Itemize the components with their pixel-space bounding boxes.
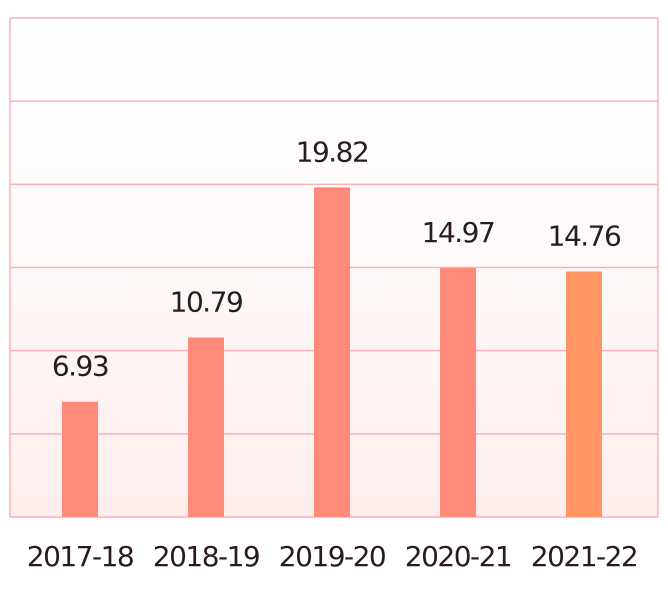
x-tick-label: 2020-21 (405, 540, 512, 573)
bar (188, 337, 224, 517)
bar (440, 267, 476, 517)
x-tick-label: 2021-22 (531, 540, 638, 573)
x-tick-label: 2018-19 (153, 540, 260, 573)
bar (62, 401, 98, 517)
x-tick-label: 2019-20 (279, 540, 386, 573)
bar (566, 271, 602, 517)
value-label: 6.93 (52, 350, 108, 383)
x-tick-label: 2017-18 (27, 540, 134, 573)
value-label: 14.76 (548, 219, 621, 252)
value-label: 14.97 (422, 216, 495, 249)
value-label: 10.79 (170, 286, 243, 319)
bar (314, 187, 350, 517)
value-label: 19.82 (296, 135, 369, 168)
